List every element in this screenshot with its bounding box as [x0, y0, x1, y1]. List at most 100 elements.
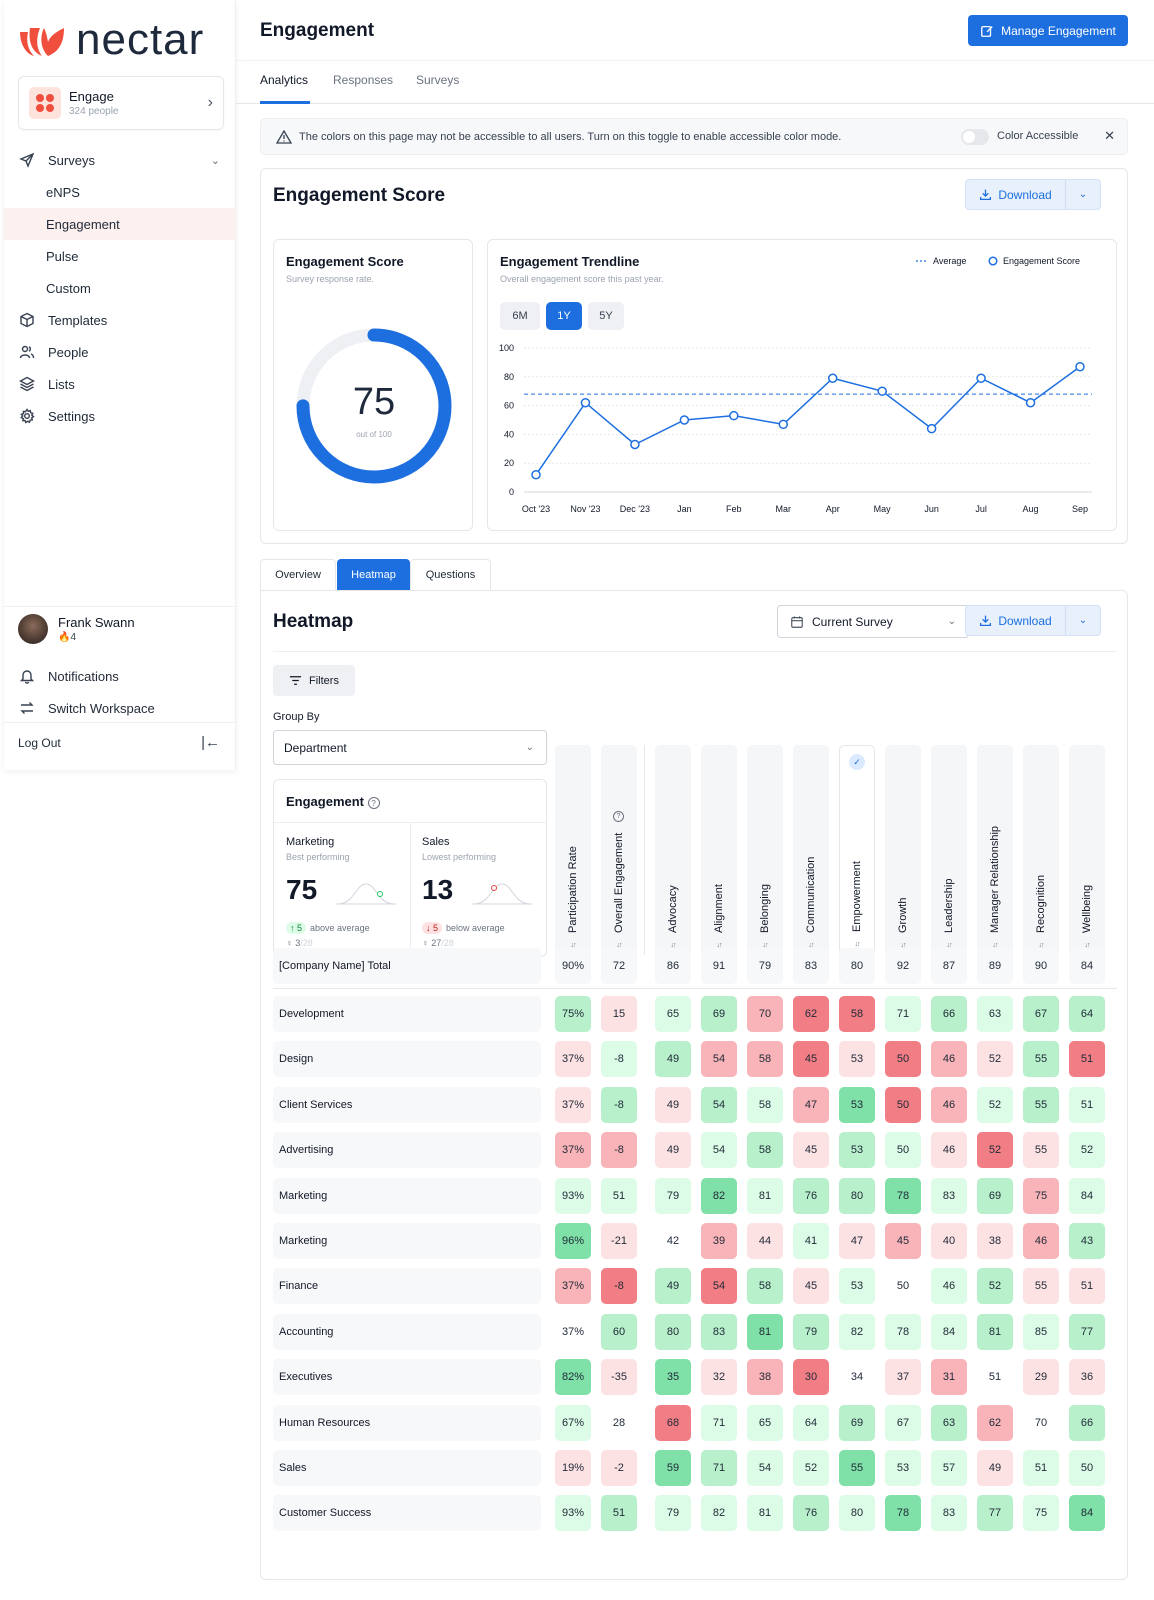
heatmap-cell[interactable]: 82: [701, 1177, 737, 1214]
heatmap-cell[interactable]: 42: [655, 1223, 691, 1259]
column-header-growth[interactable]: Growth ↓↑: [885, 745, 921, 955]
tab-overview[interactable]: Overview: [260, 559, 336, 590]
heatmap-cell[interactable]: 55: [839, 1450, 875, 1486]
heatmap-cell[interactable]: 54: [701, 1268, 737, 1305]
column-header-alignment[interactable]: Alignment ↓↑: [701, 745, 737, 955]
logout-link[interactable]: Log Out: [18, 735, 61, 750]
heatmap-cell[interactable]: 76: [793, 1495, 829, 1532]
heatmap-cell[interactable]: 15: [601, 996, 637, 1032]
heatmap-cell[interactable]: 75%: [555, 996, 591, 1032]
heatmap-cell[interactable]: 57: [931, 1450, 967, 1486]
heatmap-cell[interactable]: 45: [885, 1223, 921, 1259]
heatmap-cell[interactable]: 49: [655, 1132, 691, 1169]
heatmap-cell[interactable]: 79: [655, 1495, 691, 1532]
heatmap-cell[interactable]: 79: [747, 948, 783, 984]
row-label[interactable]: Advertising: [273, 1132, 541, 1169]
heatmap-cell[interactable]: 50: [885, 1086, 921, 1123]
heatmap-cell[interactable]: 65: [747, 1404, 783, 1441]
heatmap-cell[interactable]: 45: [793, 1041, 829, 1078]
heatmap-cell[interactable]: 66: [1069, 1404, 1105, 1441]
heatmap-cell[interactable]: 64: [1069, 996, 1105, 1032]
heatmap-cell[interactable]: 81: [977, 1313, 1013, 1350]
heatmap-cell[interactable]: 51: [601, 1177, 637, 1214]
heatmap-cell[interactable]: 52: [977, 1041, 1013, 1078]
sort-icon[interactable]: ↓↑: [670, 942, 677, 949]
heatmap-cell[interactable]: 44: [747, 1223, 783, 1259]
heatmap-cell[interactable]: 67%: [555, 1404, 591, 1441]
heatmap-cell[interactable]: 37%: [555, 1132, 591, 1169]
heatmap-cell[interactable]: 67: [1023, 996, 1059, 1032]
heatmap-cell[interactable]: 47: [793, 1086, 829, 1123]
heatmap-cell[interactable]: 84: [1069, 948, 1105, 984]
heatmap-cell[interactable]: 63: [977, 996, 1013, 1032]
heatmap-cell[interactable]: 69: [977, 1177, 1013, 1214]
column-header-overall-engagement[interactable]: Overall Engagement ↓↑?: [601, 745, 637, 955]
sort-icon[interactable]: ↓↑: [1038, 942, 1045, 949]
heatmap-cell[interactable]: 19%: [555, 1450, 591, 1486]
heatmap-cell[interactable]: 51: [977, 1359, 1013, 1396]
heatmap-cell[interactable]: 53: [839, 1132, 875, 1169]
sidebar-item-settings[interactable]: Settings: [4, 400, 236, 432]
help-icon[interactable]: ?: [613, 811, 624, 822]
heatmap-cell[interactable]: 37: [885, 1359, 921, 1396]
heatmap-cell[interactable]: 70: [1023, 1404, 1059, 1441]
range-5y-button[interactable]: 5Y: [588, 302, 624, 330]
heatmap-cell[interactable]: 89: [977, 948, 1013, 984]
heatmap-cell[interactable]: 49: [655, 1041, 691, 1078]
heatmap-cell[interactable]: 81: [747, 1495, 783, 1532]
heatmap-cell[interactable]: 58: [839, 996, 875, 1032]
heatmap-cell[interactable]: 84: [931, 1313, 967, 1350]
heatmap-cell[interactable]: 31: [931, 1359, 967, 1396]
sidebar-item-templates[interactable]: Templates: [4, 304, 236, 336]
heatmap-cell[interactable]: 78: [885, 1177, 921, 1214]
row-label[interactable]: Customer Success: [273, 1495, 541, 1532]
heatmap-cell[interactable]: 52: [977, 1132, 1013, 1169]
sidebar-item-surveys[interactable]: Surveys ⌄: [4, 144, 236, 176]
heatmap-cell[interactable]: 53: [839, 1268, 875, 1305]
row-label[interactable]: Marketing: [273, 1177, 541, 1214]
tab-questions[interactable]: Questions: [410, 559, 491, 590]
heatmap-cell[interactable]: 54: [701, 1041, 737, 1078]
heatmap-cell[interactable]: 78: [885, 1313, 921, 1350]
sidebar-item-engagement[interactable]: Engagement: [4, 208, 236, 240]
row-label[interactable]: Development: [273, 996, 541, 1032]
heatmap-cell[interactable]: 87: [931, 948, 967, 984]
heatmap-cell[interactable]: 81: [747, 1177, 783, 1214]
download-button[interactable]: Download: [966, 180, 1066, 209]
heatmap-cell[interactable]: 75: [1023, 1495, 1059, 1532]
switch-workspace-link[interactable]: Switch Workspace: [4, 692, 236, 724]
column-header-participation-rate[interactable]: Participation Rate ↓↑: [555, 745, 591, 955]
filters-button[interactable]: Filters: [273, 665, 355, 696]
heatmap-cell[interactable]: 77: [1069, 1313, 1105, 1350]
heatmap-cell[interactable]: 28: [601, 1404, 637, 1441]
heatmap-cell[interactable]: 75: [1023, 1177, 1059, 1214]
heatmap-cell[interactable]: 43: [1069, 1223, 1105, 1259]
row-label[interactable]: Sales: [273, 1450, 541, 1486]
heatmap-cell[interactable]: 67: [885, 1404, 921, 1441]
heatmap-cell[interactable]: 50: [885, 1132, 921, 1169]
heatmap-cell[interactable]: 37%: [555, 1041, 591, 1078]
sort-icon[interactable]: ↓↑: [900, 942, 907, 949]
color-accessible-toggle[interactable]: [961, 129, 989, 145]
sort-icon[interactable]: ↓↑: [1084, 942, 1091, 949]
heatmap-cell[interactable]: 83: [931, 1495, 967, 1532]
heatmap-cell[interactable]: 83: [931, 1177, 967, 1214]
heatmap-cell[interactable]: 83: [793, 948, 829, 984]
heatmap-cell[interactable]: 54: [747, 1450, 783, 1486]
row-label[interactable]: Design: [273, 1041, 541, 1078]
heatmap-cell[interactable]: 29: [1023, 1359, 1059, 1396]
heatmap-cell[interactable]: 52: [977, 1086, 1013, 1123]
column-header-wellbeing[interactable]: Wellbeing ↓↑: [1069, 745, 1105, 955]
heatmap-cell[interactable]: 93%: [555, 1177, 591, 1214]
heatmap-cell[interactable]: 76: [793, 1177, 829, 1214]
heatmap-cell[interactable]: 84: [1069, 1495, 1105, 1532]
heatmap-cell[interactable]: 55: [1023, 1268, 1059, 1305]
column-header-communication[interactable]: Communication ↓↑: [793, 745, 829, 955]
heatmap-cell[interactable]: 80: [839, 948, 875, 984]
heatmap-cell[interactable]: 37%: [555, 1313, 591, 1350]
heatmap-cell[interactable]: 49: [655, 1086, 691, 1123]
heatmap-cell[interactable]: 90: [1023, 948, 1059, 984]
row-label[interactable]: Accounting: [273, 1313, 541, 1350]
heatmap-cell[interactable]: 40: [931, 1223, 967, 1259]
sort-icon[interactable]: ↓↑: [762, 942, 769, 949]
